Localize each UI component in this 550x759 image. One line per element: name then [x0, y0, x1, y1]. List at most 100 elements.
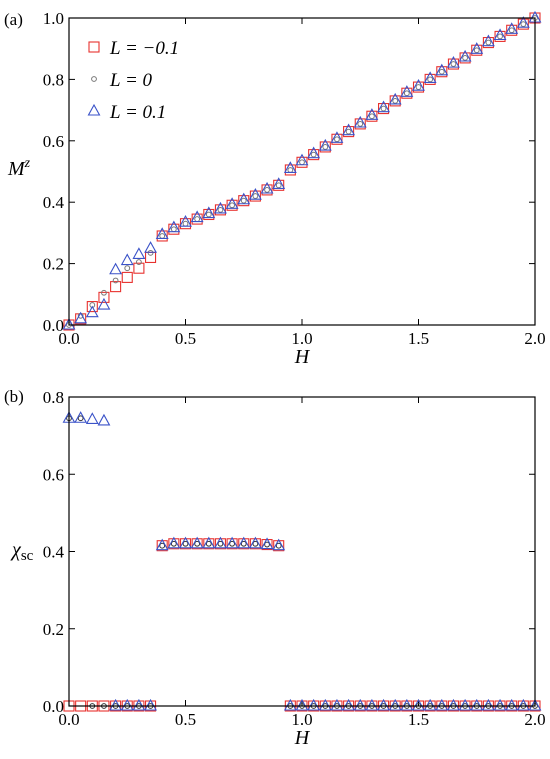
data-point-triangle [493, 698, 507, 711]
panel-b-points [62, 411, 542, 712]
panel-a-ylabel-base: M [7, 158, 26, 180]
data-point-triangle [505, 698, 519, 711]
data-point-triangle [85, 412, 99, 424]
data-point-circle [205, 211, 212, 218]
data-point-square [389, 95, 401, 107]
data-point-triangle [481, 698, 495, 711]
y-tick-label: 0.8 [43, 388, 64, 407]
data-point-square [331, 133, 343, 145]
data-point-triangle [97, 297, 111, 310]
data-point-circle [473, 47, 480, 54]
panel-a: (a) 0.0 0.5 1.0 1.5 2.00.00.20.40.60.81.0 H … [4, 9, 546, 368]
data-point-circle [264, 541, 270, 548]
data-point-square [273, 179, 285, 191]
data-point-triangle [295, 153, 309, 166]
data-point-circle [229, 202, 236, 209]
data-point-triangle [528, 698, 542, 711]
data-point-circle [182, 220, 189, 227]
data-point-triangle [97, 413, 111, 426]
data-point-circle [403, 90, 410, 97]
data-point-circle [101, 289, 107, 296]
x-tick-label: 0.0 [58, 329, 79, 348]
data-point-square [447, 58, 460, 70]
x-tick-label: 1.0 [291, 329, 312, 348]
data-point-circle [450, 61, 457, 67]
data-point-triangle [179, 536, 192, 549]
data-point-triangle [202, 536, 216, 549]
data-point-square [203, 208, 215, 221]
data-point-square [238, 195, 250, 207]
data-point-circle [485, 39, 492, 46]
data-point-triangle [400, 698, 414, 711]
data-point-square [482, 37, 494, 49]
data-point-triangle [365, 698, 379, 711]
data-point-triangle [470, 42, 484, 54]
data-point-circle [229, 540, 236, 547]
panel-b-ylabel: χsc [10, 539, 34, 564]
y-tick-label: 0.4 [43, 543, 65, 562]
data-point-square [494, 30, 506, 42]
data-point-triangle [423, 698, 437, 711]
data-point-square [121, 271, 133, 283]
data-point-triangle [167, 536, 181, 549]
data-point-square [308, 149, 320, 161]
data-point-circle [380, 105, 387, 112]
panel-b: (b) 0.0 0.5 1.0 1.5 2.0 0.0 0.2 0.4 0.6 0.8 H χsc [4, 387, 546, 749]
data-point-circle [310, 151, 317, 158]
data-point-triangle [412, 79, 425, 91]
data-point-triangle [225, 197, 239, 209]
data-point-triangle [248, 536, 262, 549]
data-point-circle [345, 128, 352, 135]
data-point-triangle [144, 241, 157, 253]
data-point-triangle [109, 262, 123, 275]
panel-b-ticks [68, 396, 536, 707]
data-point-triangle [435, 698, 449, 711]
data-point-triangle [481, 34, 495, 47]
x-tick-label: 2.0 [524, 329, 545, 348]
data-point-triangle [272, 538, 286, 551]
data-point-circle [275, 542, 282, 549]
panel-a-ylabel: Mz [7, 156, 31, 180]
data-point-triangle [167, 220, 181, 233]
y-tick-label: 0.2 [43, 620, 64, 639]
x-tick-label: 0.0 [58, 710, 79, 729]
data-point-triangle [74, 311, 88, 324]
data-point-triangle [283, 698, 297, 711]
data-point-triangle [505, 22, 519, 34]
data-point-square [110, 281, 122, 293]
data-point-triangle [423, 71, 437, 84]
data-point-square [436, 66, 448, 78]
data-point-triangle [190, 536, 204, 549]
x-tick-label: 2.0 [524, 710, 545, 729]
y-tick-label: 0.8 [43, 70, 64, 89]
panel-b-frame [68, 396, 536, 707]
data-point-square [366, 110, 378, 122]
data-point-square [261, 184, 273, 196]
x-tick-label: 0.5 [175, 329, 196, 348]
data-point-triangle [120, 253, 134, 266]
legend-label: L = 0.1 [109, 102, 166, 123]
data-point-triangle [342, 698, 356, 711]
data-point-triangle [470, 698, 484, 711]
data-point-square [249, 190, 261, 202]
data-point-square [459, 52, 471, 64]
data-point-circle [287, 167, 294, 173]
data-point-triangle [202, 206, 216, 219]
data-point-square [412, 81, 425, 93]
data-point-triangle [237, 536, 251, 549]
panel-b-ylabel-base: χ [10, 539, 22, 561]
data-point-square [191, 213, 203, 225]
legend-marker-square [88, 41, 100, 53]
y-tick-label: 0.0 [43, 697, 64, 716]
x-tick-label: 1.5 [408, 710, 429, 729]
data-point-triangle [260, 181, 274, 194]
y-tick-label: 0.2 [43, 255, 64, 274]
data-point-circle [415, 84, 422, 90]
legend-label: L = −0.1 [109, 38, 179, 59]
data-point-circle [252, 540, 259, 547]
data-point-triangle [225, 536, 239, 549]
data-point-square [377, 103, 390, 115]
data-point-triangle [237, 192, 251, 205]
legend-marker-triangle [87, 103, 101, 116]
